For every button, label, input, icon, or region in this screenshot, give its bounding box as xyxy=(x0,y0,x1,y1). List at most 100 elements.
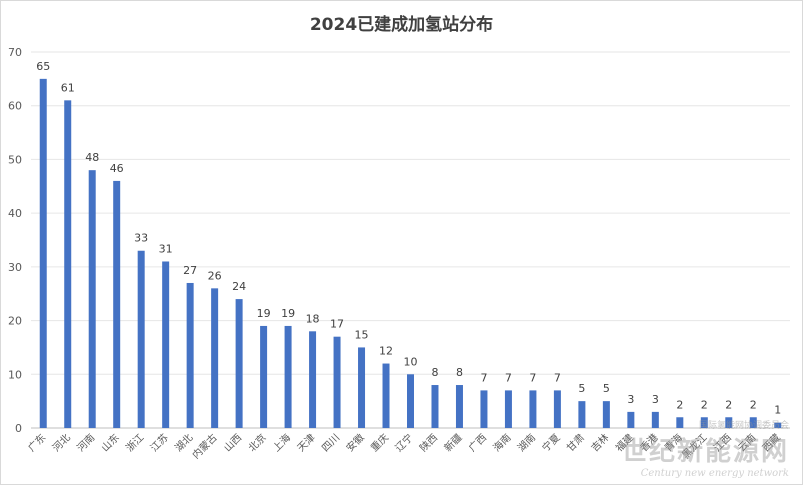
data-label: 8 xyxy=(456,366,463,379)
bar xyxy=(749,417,757,428)
data-label: 24 xyxy=(232,280,246,293)
data-label: 19 xyxy=(257,307,271,320)
watermark-tag: 国际氢能网协调委员会 xyxy=(698,421,789,431)
x-tick-label: 湖南 xyxy=(515,431,538,454)
bar xyxy=(578,401,586,428)
watermark-sub: Century new energy network xyxy=(640,468,789,479)
bar xyxy=(725,417,733,428)
bar xyxy=(676,417,684,428)
y-tick-label: 50 xyxy=(8,153,22,166)
watermark: 国际氢能网协调委员会 世纪新能源网 Century new energy net… xyxy=(621,418,789,479)
x-tick-label: 内蒙古 xyxy=(189,431,219,461)
bar xyxy=(39,78,47,428)
y-tick-label: 20 xyxy=(8,315,22,328)
data-label: 17 xyxy=(330,318,344,331)
x-tick-label: 河南 xyxy=(74,431,97,454)
x-tick-label: 北京 xyxy=(245,431,268,454)
bar xyxy=(529,390,537,428)
y-tick-label: 30 xyxy=(8,261,22,274)
bar xyxy=(602,401,610,428)
x-tick-label: 宁夏 xyxy=(539,431,562,454)
bar xyxy=(382,363,390,428)
data-label: 19 xyxy=(281,307,295,320)
x-tick-label: 辽宁 xyxy=(392,431,415,454)
data-label: 2 xyxy=(701,398,708,411)
bar xyxy=(431,385,439,428)
x-tick-label: 上海 xyxy=(270,431,293,454)
data-label: 61 xyxy=(61,81,75,94)
data-label: 2 xyxy=(725,398,732,411)
x-tick-label: 天津 xyxy=(295,432,318,455)
data-label: 7 xyxy=(505,371,512,384)
bar xyxy=(260,325,268,428)
x-tick-label: 湖北 xyxy=(173,432,196,455)
bar xyxy=(455,385,463,428)
data-label: 31 xyxy=(159,242,173,255)
bar xyxy=(88,170,96,428)
x-tick-label: 山西 xyxy=(222,432,245,455)
data-label: 65 xyxy=(36,60,50,73)
x-tick-label: 吉林 xyxy=(588,431,611,454)
x-tick-label: 四川 xyxy=(320,432,342,454)
y-tick-label: 40 xyxy=(8,207,22,220)
data-label: 33 xyxy=(134,232,148,245)
data-label: 18 xyxy=(306,312,320,325)
data-label: 3 xyxy=(627,393,634,406)
data-label: 12 xyxy=(379,345,393,358)
x-tick-label: 新疆 xyxy=(441,431,464,454)
bar xyxy=(333,336,341,428)
data-label: 2 xyxy=(676,398,683,411)
bar xyxy=(407,374,414,428)
data-label: 46 xyxy=(110,162,124,175)
chart-title: 2024已建成加氢站分布 xyxy=(309,15,494,35)
data-label: 8 xyxy=(431,366,438,379)
y-tick-label: 70 xyxy=(8,46,22,59)
bar xyxy=(358,347,366,428)
y-tick-label: 60 xyxy=(8,100,22,113)
bar xyxy=(651,411,659,428)
bar xyxy=(211,288,219,428)
data-label: 5 xyxy=(578,382,585,395)
watermark-main: 世纪新能源网 xyxy=(620,437,789,467)
x-tick-label: 广东 xyxy=(25,431,48,454)
bar xyxy=(113,180,121,428)
bar xyxy=(284,325,292,428)
bar xyxy=(553,390,561,428)
x-tick-label: 海南 xyxy=(490,431,513,454)
x-tick-label: 浙江 xyxy=(124,432,147,455)
data-label: 7 xyxy=(554,371,561,384)
bar xyxy=(627,411,635,428)
x-tick-label: 江苏 xyxy=(147,431,170,454)
bar xyxy=(504,390,512,428)
bar xyxy=(774,422,782,428)
data-label: 48 xyxy=(85,151,99,164)
x-tick-label: 陕西 xyxy=(417,431,440,454)
x-tick-label: 河北 xyxy=(50,432,73,455)
data-label: 1 xyxy=(774,404,781,417)
bar xyxy=(64,100,72,428)
data-label: 10 xyxy=(404,355,418,368)
bar xyxy=(480,390,488,428)
x-tick-label: 安徽 xyxy=(343,431,366,454)
x-tick-label: 广西 xyxy=(466,432,489,455)
data-label: 2 xyxy=(750,398,757,411)
data-label: 5 xyxy=(603,382,610,395)
bar xyxy=(235,299,243,428)
data-label: 26 xyxy=(208,269,222,282)
bar xyxy=(700,417,708,428)
y-tick-label: 0 xyxy=(15,422,22,435)
data-label: 3 xyxy=(652,393,659,406)
x-tick-label: 重庆 xyxy=(368,431,391,454)
data-label: 27 xyxy=(183,264,197,277)
bar xyxy=(162,261,170,428)
data-label: 7 xyxy=(480,371,487,384)
y-tick-label: 10 xyxy=(8,368,22,381)
bar xyxy=(186,282,194,428)
data-label: 7 xyxy=(529,371,536,384)
x-tick-label: 甘肃 xyxy=(564,431,587,454)
data-label: 15 xyxy=(355,328,369,341)
x-tick-label: 山东 xyxy=(98,431,121,454)
bar xyxy=(137,250,145,428)
